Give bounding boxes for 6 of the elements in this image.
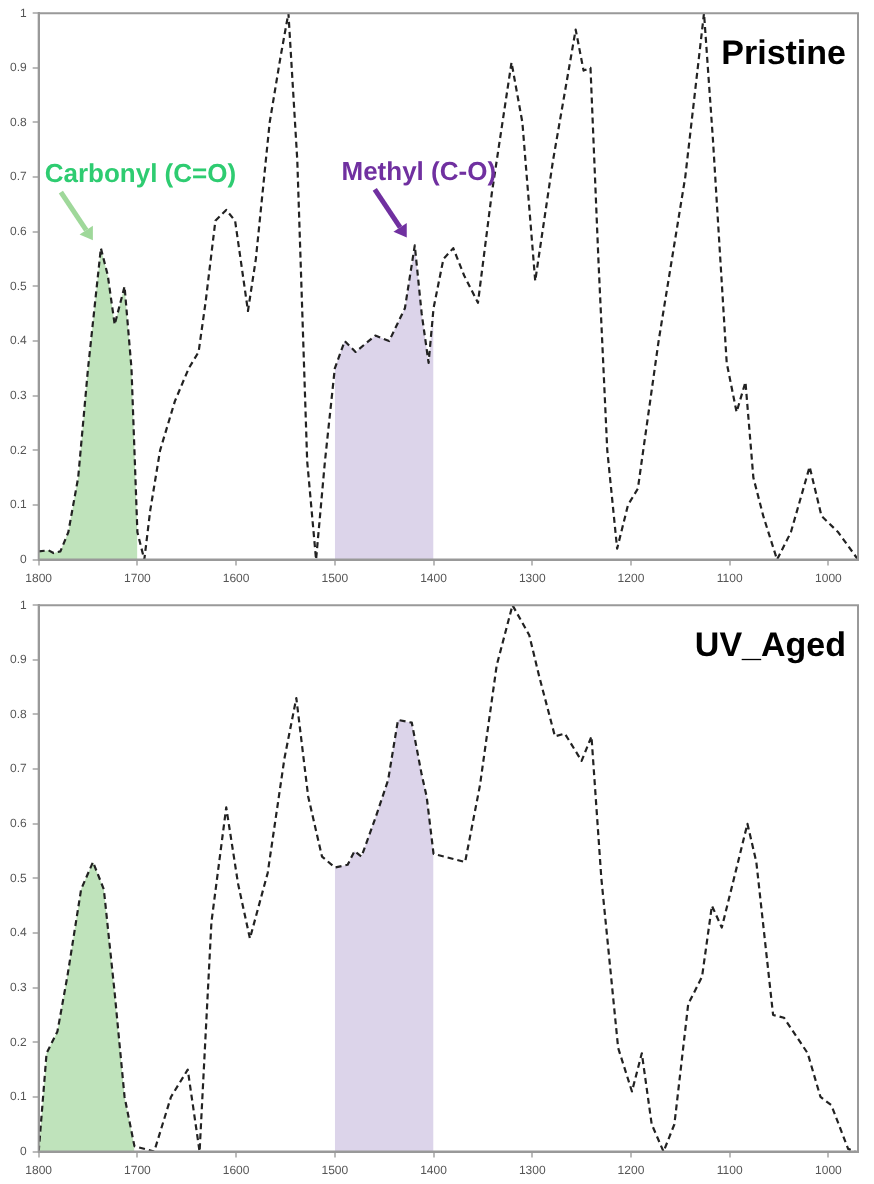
annotation: Carbonyl (C=O) [44,158,237,189]
text: Pristine [721,33,846,72]
line-series [38,13,858,560]
line-series [38,605,857,1152]
annotation: Methyl (C-O) [341,155,497,186]
text: UV_Aged [694,625,846,664]
